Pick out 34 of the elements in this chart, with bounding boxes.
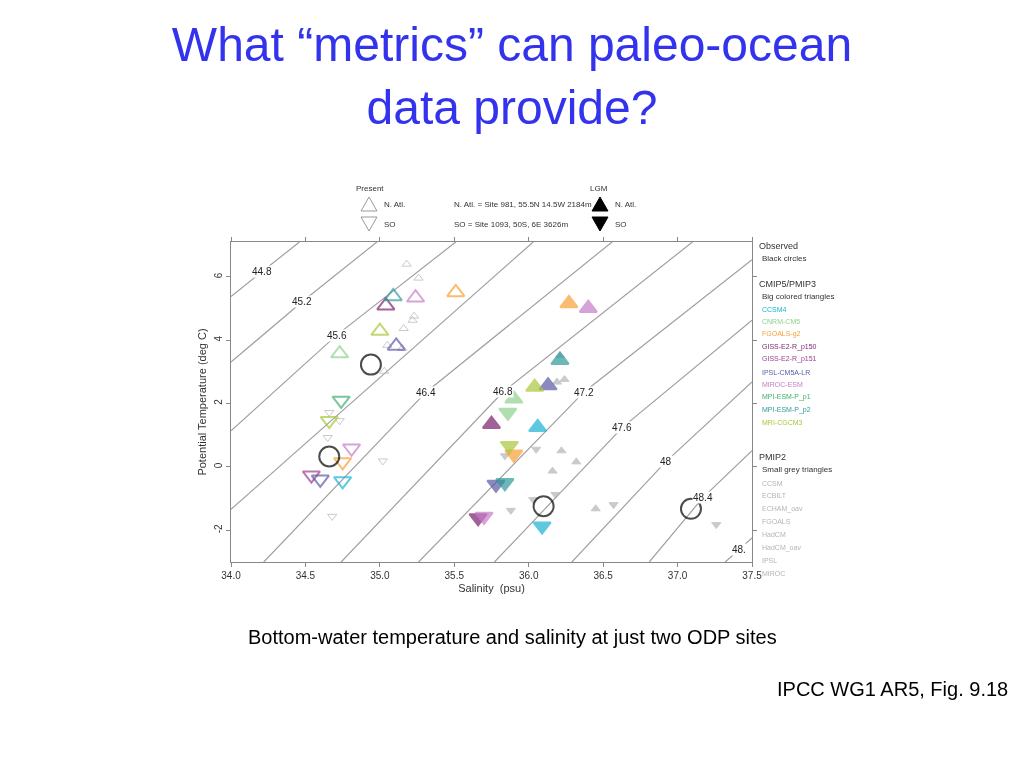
chart-title: What “metrics” can paleo-ocean data provide? xyxy=(171,18,853,134)
text: SO xyxy=(384,220,396,229)
x-tick-label: 36.5 xyxy=(593,570,614,581)
x-tick-label: 35.0 xyxy=(370,570,391,581)
text: Observed xyxy=(759,241,799,251)
y-tick-label: 2 xyxy=(213,398,224,405)
y-tick-label: -2 xyxy=(213,523,224,534)
text: LGM xyxy=(590,184,608,193)
text: Bottom-water temperature and salinity at just two ODP sites xyxy=(248,626,777,648)
text: Small grey triangles xyxy=(762,465,833,474)
text: Present xyxy=(356,184,385,193)
text: SO = Site 1093, 50S, 6E 3626m xyxy=(454,220,569,229)
text: N. Atl. xyxy=(615,200,637,209)
text: Big colored triangles xyxy=(762,292,835,301)
x-tick-label: 34.5 xyxy=(295,570,316,581)
y-axis-title: Potential Temperature (deg C) xyxy=(195,328,208,476)
x-tick-label: 37.0 xyxy=(667,570,688,581)
text: CMIP5/PMIP3 xyxy=(759,279,817,289)
y-tick-label: 0 xyxy=(213,462,224,469)
y-tick-label: 4 xyxy=(213,335,224,342)
text: SO xyxy=(615,220,627,229)
text: IPCC WG1 AR5, Fig. 9.18 xyxy=(777,678,1009,700)
series-label: 48 xyxy=(660,456,672,467)
x-tick-label: 34.0 xyxy=(221,570,242,581)
x-tick-label: 37.5 xyxy=(742,570,763,581)
x-tick-label: 36.0 xyxy=(518,570,539,581)
x-axis-title: Salinity (psu) xyxy=(458,582,525,595)
text: N. Atl. = Site 981, 55.5N 14.5W 2184m xyxy=(454,200,592,209)
text: PMIP2 xyxy=(759,452,787,462)
x-tick-label: 35.5 xyxy=(444,570,465,581)
text: Black circles xyxy=(762,254,807,263)
series-label: 48. xyxy=(732,544,746,555)
y-tick-label: 6 xyxy=(213,272,224,279)
text: N. Atl. xyxy=(384,200,406,209)
